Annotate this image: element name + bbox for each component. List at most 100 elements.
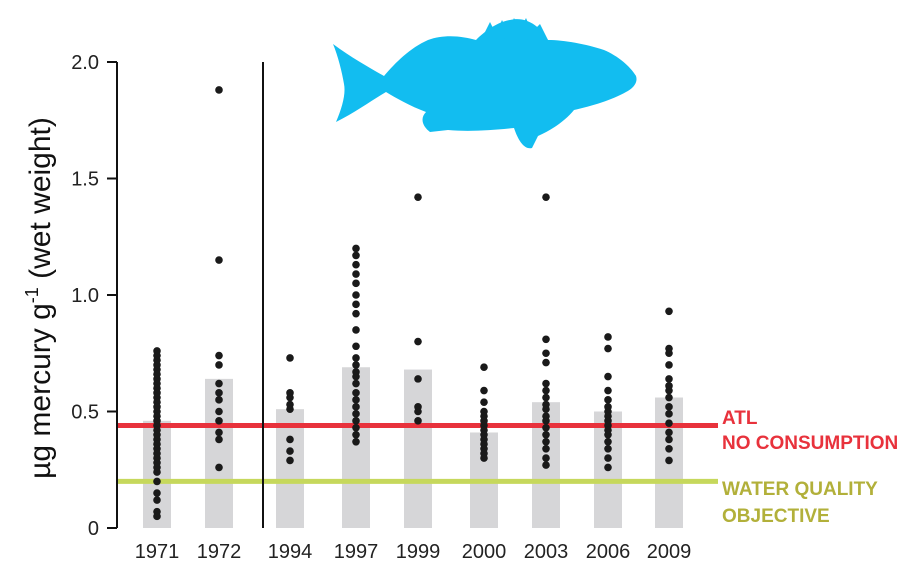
data-point-2003-1 <box>542 335 550 344</box>
data-point-1971-31 <box>153 512 161 521</box>
x-label-2009: 2009 <box>647 541 692 563</box>
data-point-2000-2 <box>480 398 488 406</box>
data-point-2009-14 <box>665 456 673 465</box>
data-point-1997-14 <box>352 379 360 388</box>
data-point-1971-29 <box>153 496 161 504</box>
data-point-1999-4 <box>414 407 422 416</box>
mean-bars <box>143 367 683 528</box>
data-point-1972-6 <box>215 396 223 404</box>
data-point-2003-5 <box>542 386 550 395</box>
data-point-1997-11 <box>352 361 360 369</box>
data-point-1994-5 <box>286 435 294 444</box>
data-point-2009-10 <box>665 419 673 427</box>
data-point-2009-7 <box>665 393 673 402</box>
data-point-1997-5 <box>352 291 360 299</box>
y-axis-label: µg mercury g-1 (wet weight) <box>22 117 57 479</box>
data-point-1997-22 <box>352 437 360 446</box>
reference-lines <box>117 422 718 484</box>
data-point-1972-4 <box>215 379 223 388</box>
data-point-2003-15 <box>542 454 550 462</box>
mean-bar-1972 <box>205 378 233 528</box>
y-tick-label: 0 <box>88 518 99 540</box>
data-point-1971-26 <box>153 468 161 476</box>
data-point-2009-3 <box>665 361 673 369</box>
data-point-2006-12 <box>604 437 612 446</box>
y-tick-label: 0.5 <box>71 402 99 424</box>
data-point-1972-1 <box>215 256 223 264</box>
data-point-2009-12 <box>665 435 673 444</box>
data-point-1972-8 <box>215 417 223 425</box>
data-point-1997-1 <box>352 251 360 260</box>
data-point-2006-13 <box>604 444 612 453</box>
data-point-2003-2 <box>542 349 550 358</box>
data-point-1997-16 <box>352 396 360 404</box>
data-point-2003-14 <box>542 444 550 453</box>
data-point-1994-0 <box>286 354 294 362</box>
y-tick-label: 1.0 <box>71 285 99 307</box>
data-point-1997-2 <box>352 260 360 269</box>
data-point-1971-27 <box>153 477 161 486</box>
data-point-1997-10 <box>352 354 360 362</box>
objective-label: OBJECTIVE <box>722 506 830 527</box>
data-point-1972-9 <box>215 428 223 437</box>
data-point-2009-11 <box>665 428 673 437</box>
data-point-1994-2 <box>286 393 294 402</box>
data-point-2006-15 <box>604 463 612 472</box>
data-point-1971-28 <box>153 489 161 497</box>
x-label-2003: 2003 <box>524 541 569 563</box>
data-point-1972-7 <box>215 407 223 416</box>
data-point-2003-4 <box>542 379 550 388</box>
data-point-1997-0 <box>352 244 360 253</box>
data-point-2003-11 <box>542 424 550 432</box>
x-label-2006: 2006 <box>586 541 631 563</box>
y-ticks: 0 0.5 1.0 1.5 2.0 <box>71 52 117 540</box>
x-label-1994: 1994 <box>268 541 313 563</box>
data-point-2006-0 <box>604 333 612 341</box>
data-point-2000-13 <box>480 454 488 462</box>
data-point-2000-1 <box>480 386 488 395</box>
data-point-2003-6 <box>542 393 550 402</box>
data-point-2003-16 <box>542 461 550 469</box>
data-point-2006-14 <box>604 454 612 462</box>
fish-silhouette-icon <box>333 18 637 149</box>
data-point-2009-13 <box>665 444 673 453</box>
data-point-2006-1 <box>604 344 612 353</box>
data-point-1994-6 <box>286 447 294 455</box>
data-point-1997-17 <box>352 403 360 411</box>
data-point-2009-9 <box>665 410 673 418</box>
data-point-1972-10 <box>215 435 223 444</box>
data-point-2006-4 <box>604 396 612 404</box>
water-quality-label: WATER QUALITY <box>722 479 878 500</box>
data-point-1997-20 <box>352 424 360 432</box>
data-point-1994-4 <box>286 405 294 413</box>
mean-bar-1999 <box>404 369 432 528</box>
data-point-1997-15 <box>352 389 360 397</box>
data-point-2009-2 <box>665 349 673 358</box>
data-points <box>153 86 673 521</box>
y-tick-label: 2.0 <box>71 52 99 74</box>
data-point-1999-0 <box>414 193 422 201</box>
data-point-2006-2 <box>604 372 612 381</box>
data-point-2009-8 <box>665 403 673 411</box>
data-point-1997-6 <box>352 300 360 309</box>
x-label-1999: 1999 <box>396 541 441 563</box>
data-point-2009-0 <box>665 307 673 316</box>
atl-label: ATL <box>722 408 758 429</box>
data-point-2003-0 <box>542 193 550 201</box>
mean-bar-1994 <box>276 409 304 528</box>
data-point-2003-3 <box>542 358 550 367</box>
data-point-1972-2 <box>215 351 223 360</box>
y-tick-label: 1.5 <box>71 169 99 191</box>
data-point-1997-9 <box>352 342 360 351</box>
data-point-1972-0 <box>215 86 223 94</box>
data-point-2009-4 <box>665 375 673 383</box>
data-point-1999-5 <box>414 417 422 425</box>
data-point-2003-8 <box>542 405 550 413</box>
data-point-1997-3 <box>352 270 360 278</box>
data-point-1999-1 <box>414 337 422 346</box>
data-point-2009-6 <box>665 386 673 395</box>
data-point-2006-3 <box>604 386 612 395</box>
x-label-1972: 1972 <box>197 541 242 563</box>
data-point-1997-13 <box>352 372 360 381</box>
